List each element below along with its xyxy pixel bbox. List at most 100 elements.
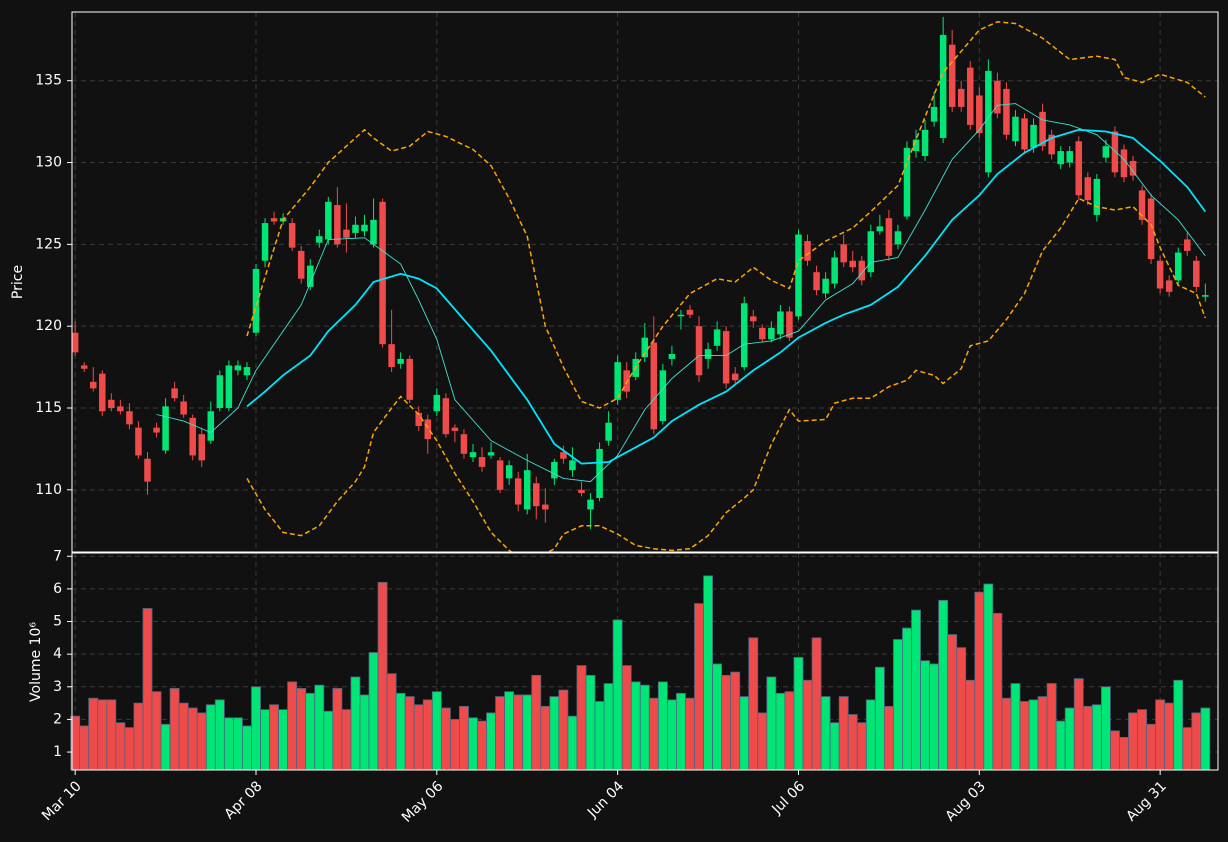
candle-body [967, 67, 974, 125]
volume-bar [459, 705, 469, 771]
candle-body [659, 370, 667, 422]
volume-bar [549, 696, 560, 771]
candle-body [1202, 295, 1209, 297]
candle-body [207, 411, 215, 441]
candle-body [505, 465, 513, 479]
volume-bar [323, 710, 334, 771]
volume-bar [187, 707, 198, 771]
candle-body [569, 460, 576, 471]
volume-bar [449, 719, 460, 771]
volume-bar [332, 688, 343, 771]
volume-bar [540, 705, 551, 771]
volume-bar [1146, 723, 1157, 771]
candle-body [406, 358, 413, 400]
candle-body [514, 478, 522, 505]
price-frame [71, 11, 1219, 553]
volume-bar [1064, 707, 1075, 771]
candle-body [117, 406, 124, 412]
candle-body [89, 381, 97, 389]
volume-bar [811, 637, 822, 771]
volume-bar [947, 634, 958, 771]
volume-bar [440, 707, 451, 771]
volume-bar [260, 709, 270, 771]
volume-bar [883, 705, 894, 771]
volume-bar [739, 696, 750, 771]
candle-body [957, 88, 965, 107]
volume-bar [251, 686, 261, 771]
candle-body [198, 434, 205, 461]
volume-bar [558, 689, 569, 771]
volume-bar [956, 647, 967, 771]
volume-bar [196, 712, 207, 771]
candle-body [560, 452, 567, 459]
volume-bar [1028, 699, 1039, 771]
candle-body [1129, 160, 1137, 176]
candle-body [135, 427, 142, 456]
candle-body [261, 223, 269, 261]
volume-bar [585, 674, 596, 771]
volume-bar [214, 699, 225, 771]
y-tick-label: 120 [35, 318, 62, 334]
candle-body [460, 434, 468, 454]
candle-body [343, 229, 350, 238]
volume-bar [124, 727, 135, 771]
candle-body [424, 419, 432, 440]
candle-body [388, 344, 395, 368]
volume-bar [278, 709, 289, 771]
volume-bar [242, 725, 252, 771]
candle-body [686, 309, 694, 315]
candle-body [885, 218, 893, 256]
volume-bar [676, 692, 686, 771]
candle-body [831, 257, 838, 284]
volume-bar [1119, 736, 1129, 771]
volume-bar [287, 681, 298, 771]
candle-body [288, 223, 296, 248]
volume-bar [1019, 701, 1030, 771]
candle-body [234, 365, 242, 371]
volume-bar [657, 681, 668, 771]
volume-bar [748, 637, 759, 771]
candle-body [469, 452, 477, 458]
candle-body [478, 457, 486, 467]
volume-bar [269, 704, 279, 771]
candle-body [415, 412, 422, 426]
volume-bar [296, 688, 307, 771]
volume-bar [106, 699, 117, 771]
candle-body [225, 365, 233, 408]
candle-body [243, 367, 251, 376]
candle-body [768, 327, 775, 340]
candle-body [731, 373, 739, 381]
overlay-line [246, 128, 1207, 465]
volume-bar [802, 679, 813, 771]
volume-bar [621, 665, 632, 771]
volume-bar [920, 660, 930, 771]
volume-bar [983, 583, 994, 771]
candle-body [939, 34, 947, 139]
candle-body [370, 219, 377, 245]
candle-body [641, 337, 649, 358]
volume-bar [151, 691, 162, 771]
y-tick-label: 3 [53, 679, 62, 695]
volume-bar [1164, 702, 1175, 771]
candle-body [722, 331, 730, 384]
candle-body [867, 231, 875, 273]
candle-body [713, 329, 721, 346]
volume-frame [71, 552, 1219, 771]
candle-body [487, 452, 495, 456]
candle-body [677, 314, 685, 317]
candle-body [1184, 239, 1191, 251]
y-tick-label: 7 [53, 548, 62, 564]
volume-bar [1046, 683, 1057, 771]
candle-body [921, 129, 929, 156]
volume-bar [847, 714, 858, 771]
volume-bar [757, 712, 768, 771]
volume-bar [395, 692, 406, 771]
candle-body [1174, 252, 1182, 281]
candle-body [704, 349, 712, 359]
candle-body [876, 226, 884, 232]
volume-bar [350, 676, 361, 771]
candle-body [1075, 141, 1083, 196]
volume-bar [404, 696, 415, 771]
volume-bar [1073, 678, 1084, 771]
candle-body [894, 231, 902, 245]
